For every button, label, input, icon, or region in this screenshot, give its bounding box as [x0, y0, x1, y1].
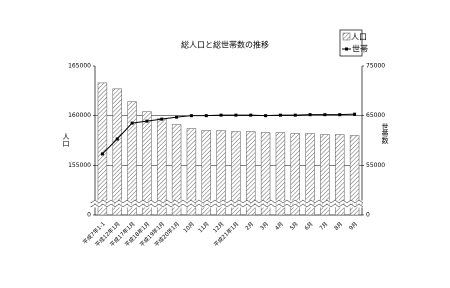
line-marker: [204, 114, 208, 118]
legend-marker: [345, 47, 348, 51]
bar: [186, 128, 197, 216]
legend-label: 世帯: [352, 44, 368, 54]
bar: [231, 131, 241, 216]
bar: [216, 130, 226, 216]
bar: [305, 133, 315, 216]
bar: [349, 135, 360, 216]
line-marker: [308, 113, 312, 117]
bar: [142, 111, 152, 216]
line-marker: [160, 117, 164, 121]
line-marker: [293, 113, 297, 117]
line-marker: [115, 137, 119, 141]
line-marker: [130, 121, 134, 125]
y2-tick-label: 55000: [366, 162, 385, 169]
bar: [127, 101, 137, 216]
x-tick-label: 6月: [303, 221, 314, 232]
bar: [201, 130, 211, 216]
x-tick-label: 12月: [212, 221, 226, 235]
line-marker: [353, 112, 357, 116]
line: [102, 113, 355, 155]
line-marker: [189, 114, 193, 118]
line-marker: [323, 113, 327, 117]
line-marker: [249, 113, 253, 117]
x-tick-label: 8月: [333, 221, 344, 232]
bar: [275, 132, 286, 216]
bar: [112, 88, 122, 216]
y2-axis-title: 世帯数: [381, 122, 389, 145]
y-axis-title: 人口: [62, 133, 70, 147]
bar: [171, 124, 182, 216]
line-marker: [338, 113, 342, 117]
axis-break-line: [90, 203, 364, 208]
x-tick-label: 2月: [244, 221, 255, 232]
line-marker: [145, 119, 149, 123]
x-tick-label: 11月: [197, 221, 211, 235]
line-marker: [219, 113, 223, 117]
bar: [97, 82, 108, 216]
x-tick-label: 3月: [259, 221, 270, 232]
y-tick-label: 0: [87, 212, 91, 219]
bar: [320, 134, 330, 216]
y2-tick-label: 75000: [366, 63, 385, 70]
line-marker: [100, 152, 104, 156]
bar: [260, 132, 271, 216]
legend-label: 人口: [351, 33, 367, 42]
axis-break-line: [90, 199, 364, 204]
line-marker: [264, 114, 268, 118]
y-tick-label: 155000: [68, 162, 91, 169]
x-tick-label: 9月: [348, 221, 359, 232]
x-tick-label: 5月: [288, 221, 299, 232]
legend-swatch: [342, 32, 351, 41]
chart-title: 総人口と総世帯数の推移: [181, 40, 269, 50]
y2-tick-label: 0: [366, 212, 370, 219]
bar: [290, 133, 300, 216]
y2-tick-label: 65000: [366, 112, 385, 119]
line-marker: [175, 115, 179, 119]
line-marker: [234, 113, 238, 117]
x-tick-label: 4月: [274, 221, 285, 232]
x-tick-label: 7月: [318, 221, 329, 232]
bar: [246, 131, 256, 216]
bar: [335, 134, 345, 216]
y-tick-label: 165000: [68, 63, 91, 70]
y-tick-label: 160000: [68, 112, 91, 119]
x-tick-label: 10月: [182, 221, 196, 235]
line-marker: [278, 113, 282, 117]
